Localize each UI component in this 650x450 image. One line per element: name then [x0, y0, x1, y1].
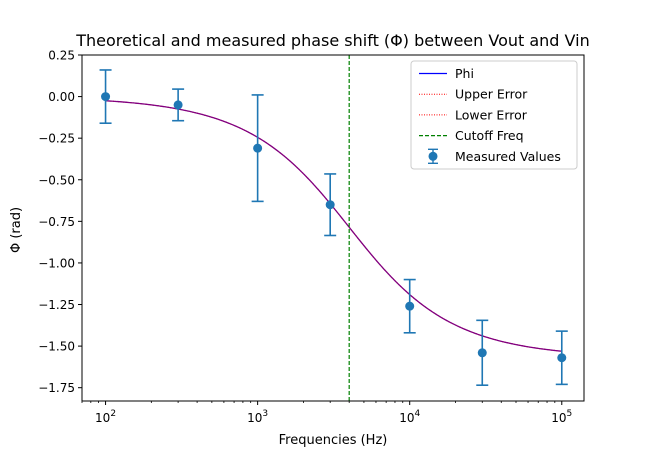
plot-frame [81, 54, 585, 402]
measured-point [477, 348, 487, 358]
y-tick-label: −1.25 [38, 298, 75, 312]
legend-label: Upper Error [455, 87, 528, 102]
legend-handle-marker [428, 151, 438, 161]
legend-label: Lower Error [455, 107, 528, 122]
legend-label: Phi [455, 66, 474, 81]
measured-point [557, 353, 567, 363]
y-tick-label: −1.75 [38, 381, 75, 395]
y-tick-label: −0.25 [38, 132, 75, 146]
phi-line [105, 100, 562, 352]
y-tick-label: −0.50 [38, 173, 75, 187]
x-tick-label: 102 [95, 409, 116, 425]
measured-point [325, 200, 335, 210]
y-tick-label: 0.25 [48, 49, 75, 63]
legend-box [410, 60, 578, 170]
measured-point [101, 92, 111, 102]
y-tick-label: 0.00 [48, 90, 75, 104]
y-tick-label: −0.75 [38, 215, 75, 229]
y-axis-label: Φ (rad) [9, 207, 24, 253]
measured-point [173, 100, 183, 110]
x-tick-label: 103 [247, 409, 268, 425]
legend-label: Measured Values [455, 149, 561, 164]
chart-title: Theoretical and measured phase shift (Φ)… [75, 31, 589, 50]
x-tick-label: 104 [399, 409, 420, 425]
y-tick-label: −1.00 [38, 256, 75, 270]
measured-point [253, 143, 263, 153]
x-axis-label: Frequencies (Hz) [279, 433, 388, 448]
x-tick-label: 105 [551, 409, 572, 425]
y-tick-label: −1.50 [38, 340, 75, 354]
legend-label: Cutoff Freq [455, 128, 524, 143]
measured-point [405, 301, 415, 311]
